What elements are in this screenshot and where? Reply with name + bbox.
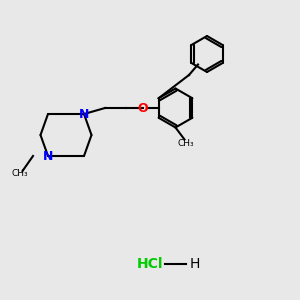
Text: CH₃: CH₃: [178, 140, 194, 148]
Text: H: H: [190, 257, 200, 271]
Text: O: O: [137, 101, 148, 115]
Text: N: N: [43, 149, 53, 163]
Text: HCl: HCl: [137, 257, 163, 271]
Text: CH₃: CH₃: [11, 169, 28, 178]
Text: N: N: [79, 107, 89, 121]
